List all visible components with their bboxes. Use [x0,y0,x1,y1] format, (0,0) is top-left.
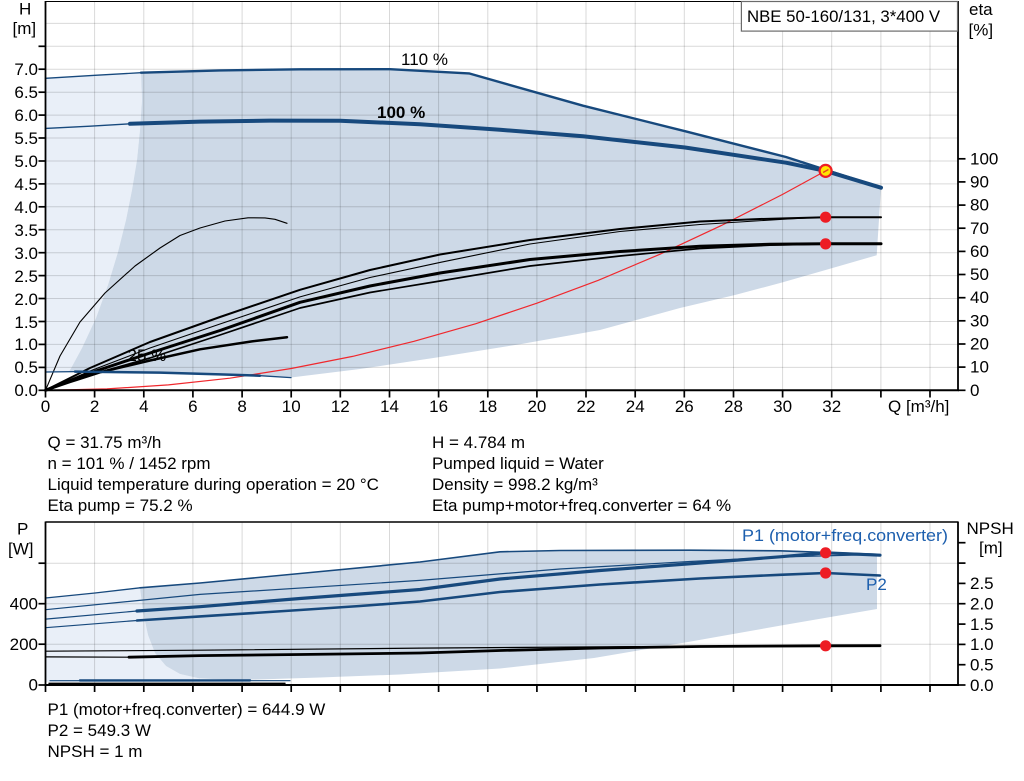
svg-text:NPSH = 1 m: NPSH = 1 m [48,742,143,761]
svg-text:32: 32 [822,397,841,416]
svg-text:2.0: 2.0 [970,595,994,614]
svg-text:eta: eta [969,0,993,19]
svg-text:0.0: 0.0 [970,676,994,695]
svg-text:Q [m³/h]: Q [m³/h] [888,397,949,416]
svg-text:10: 10 [970,358,989,377]
svg-text:22: 22 [577,397,596,416]
svg-text:Pumped liquid = Water: Pumped liquid = Water [432,454,604,473]
svg-text:110 %: 110 % [401,50,448,69]
svg-text:5.5: 5.5 [14,129,38,148]
svg-text:NBE 50-160/131, 3*400 V: NBE 50-160/131, 3*400 V [747,7,941,26]
svg-text:16: 16 [429,397,448,416]
svg-text:400: 400 [10,595,38,614]
svg-text:1.0: 1.0 [970,635,994,654]
svg-text:200: 200 [10,635,38,654]
svg-text:60: 60 [970,242,989,261]
svg-text:8: 8 [237,397,246,416]
svg-text:P1 (motor+freq.converter) = 64: P1 (motor+freq.converter) = 644.9 W [48,700,326,719]
svg-text:18: 18 [478,397,497,416]
svg-text:7.0: 7.0 [14,60,38,79]
svg-text:H = 4.784 m: H = 4.784 m [432,433,525,452]
svg-text:Eta pump+motor+freq.converter: Eta pump+motor+freq.converter = 64 % [432,496,731,515]
svg-text:1.5: 1.5 [970,615,994,634]
svg-text:50: 50 [970,265,989,284]
svg-text:2.5: 2.5 [14,267,38,286]
svg-text:P2 = 549.3 W: P2 = 549.3 W [48,721,151,740]
svg-text:Eta pump = 75.2 %: Eta pump = 75.2 % [48,496,193,515]
svg-text:28: 28 [724,397,743,416]
svg-text:0: 0 [41,397,50,416]
svg-text:20: 20 [527,397,546,416]
svg-text:1.5: 1.5 [14,313,38,332]
svg-text:6.0: 6.0 [14,106,38,125]
svg-text:4.0: 4.0 [14,198,38,217]
svg-text:20: 20 [970,335,989,354]
svg-text:80: 80 [970,196,989,215]
svg-text:Q = 31.75 m³/h: Q = 31.75 m³/h [48,433,162,452]
svg-text:0.0: 0.0 [14,381,38,400]
svg-text:30: 30 [773,397,792,416]
svg-text:0: 0 [970,381,979,400]
svg-text:n = 101 % / 1452 rpm: n = 101 % / 1452 rpm [48,454,211,473]
svg-text:10: 10 [282,397,301,416]
svg-text:[m]: [m] [979,539,1003,558]
svg-text:Density = 998.2 kg/m³: Density = 998.2 kg/m³ [432,475,598,494]
svg-text:[W]: [W] [8,540,34,559]
svg-text:40: 40 [970,288,989,307]
svg-text:Liquid temperature during oper: Liquid temperature during operation = 20… [48,475,379,494]
svg-text:6.5: 6.5 [14,83,38,102]
svg-text:H: H [19,0,31,19]
svg-text:100: 100 [970,150,998,169]
svg-text:NPSH: NPSH [967,519,1014,538]
svg-text:3.0: 3.0 [14,244,38,263]
svg-text:0.5: 0.5 [14,358,38,377]
svg-text:6: 6 [188,397,197,416]
svg-text:P1 (motor+freq.converter): P1 (motor+freq.converter) [742,526,948,545]
svg-text:100 %: 100 % [377,103,425,122]
svg-text:2.5: 2.5 [970,574,994,593]
svg-text:5.0: 5.0 [14,152,38,171]
svg-text:3.5: 3.5 [14,221,38,240]
svg-text:P2: P2 [866,575,887,594]
svg-text:[%]: [%] [969,21,994,40]
svg-text:12: 12 [331,397,350,416]
svg-text:24: 24 [626,397,645,416]
svg-text:0.5: 0.5 [970,656,994,675]
svg-text:4: 4 [139,397,148,416]
svg-text:1.0: 1.0 [14,335,38,354]
svg-text:P: P [17,520,28,539]
svg-text:2: 2 [90,397,99,416]
svg-text:0: 0 [29,676,38,695]
svg-text:[m]: [m] [13,19,37,38]
svg-text:90: 90 [970,173,989,192]
svg-text:4.5: 4.5 [14,175,38,194]
svg-text:14: 14 [380,397,399,416]
svg-text:2.0: 2.0 [14,290,38,309]
svg-text:70: 70 [970,219,989,238]
svg-text:26: 26 [675,397,694,416]
svg-text:30: 30 [970,312,989,331]
